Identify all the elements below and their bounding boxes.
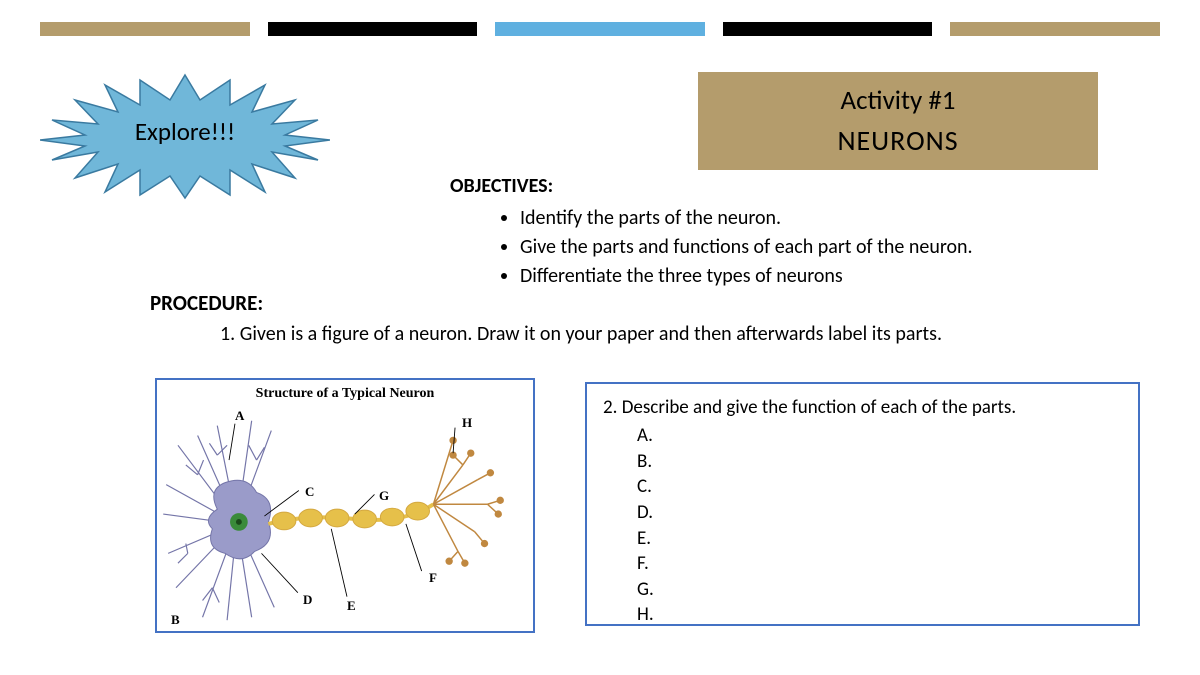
neuron-diagram	[157, 406, 533, 631]
label-F: F	[429, 570, 437, 586]
questions-box: 2. Describe and give the function of eac…	[585, 382, 1140, 626]
label-H: H	[462, 415, 472, 431]
answer-blank: A.	[637, 423, 1122, 449]
objectives-section: OBJECTIVES: Identify the parts of the ne…	[450, 174, 1150, 291]
answer-blank: B.	[637, 449, 1122, 475]
bar-2	[268, 22, 478, 36]
bar-4	[723, 22, 933, 36]
label-E: E	[347, 598, 356, 614]
procedure-section: PROCEDURE: 1. Given is a figure of a neu…	[150, 290, 1150, 348]
label-C: C	[305, 484, 314, 500]
answer-blank: H.	[637, 602, 1122, 628]
objective-item: Differentiate the three types of neurons	[520, 262, 1150, 291]
label-G: G	[379, 488, 389, 504]
objective-item: Identify the parts of the neuron.	[520, 204, 1150, 233]
label-A: A	[235, 408, 244, 424]
label-D: D	[303, 592, 312, 608]
bar-5	[950, 22, 1160, 36]
objective-item: Give the parts and functions of each par…	[520, 233, 1150, 262]
answer-blank: E.	[637, 526, 1122, 552]
label-B: B	[171, 612, 180, 628]
explore-text: Explore!!!	[40, 116, 330, 147]
bar-3	[495, 22, 705, 36]
figure-title: Structure of a Typical Neuron	[157, 380, 533, 402]
answer-blank: F.	[637, 551, 1122, 577]
answer-blank: C.	[637, 474, 1122, 500]
neuron-figure-box: Structure of a Typical Neuron	[155, 378, 535, 633]
top-color-bars	[40, 22, 1160, 36]
answer-blank: D.	[637, 500, 1122, 526]
activity-title: NEURONS	[837, 123, 958, 158]
procedure-heading: PROCEDURE:	[150, 290, 1150, 316]
objectives-heading: OBJECTIVES:	[450, 174, 1150, 198]
procedure-text: 1. Given is a figure of a neuron. Draw i…	[220, 320, 1150, 348]
activity-box: Activity #1 NEURONS	[698, 72, 1098, 170]
question-prompt: 2. Describe and give the function of eac…	[603, 396, 1122, 419]
answer-blank: G.	[637, 577, 1122, 603]
activity-number: Activity #1	[841, 84, 956, 117]
answer-blank-list: A. B. C. D. E. F. G. H.	[603, 423, 1122, 628]
bar-1	[40, 22, 250, 36]
explore-starburst: Explore!!!	[40, 70, 330, 200]
objectives-list: Identify the parts of the neuron. Give t…	[450, 204, 1150, 291]
